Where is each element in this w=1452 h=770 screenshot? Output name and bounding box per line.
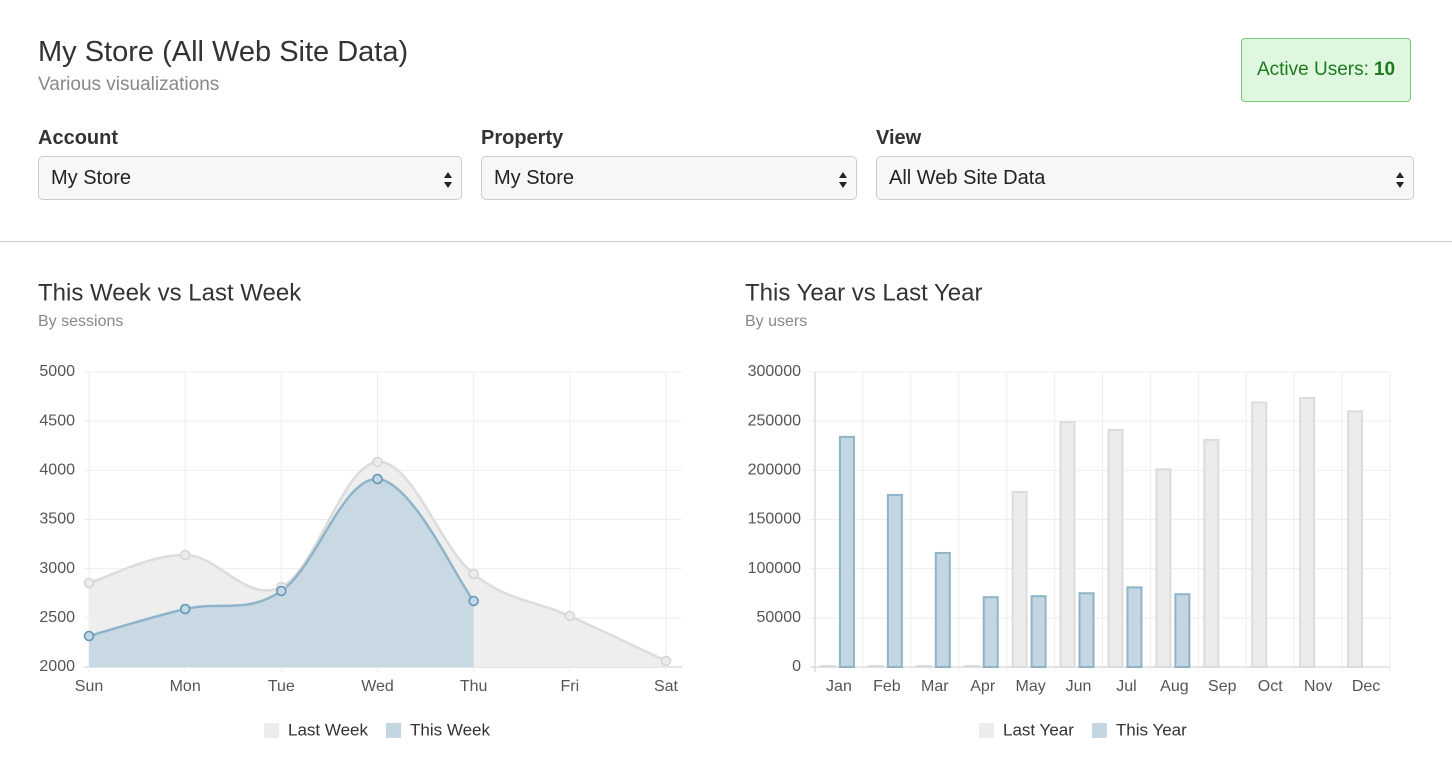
y-tick-label: 50000 — [757, 609, 802, 626]
point — [468, 595, 479, 607]
bar — [1299, 396, 1316, 669]
bar — [867, 665, 884, 668]
y-tick-label: 5000 — [39, 363, 75, 380]
y-tick-label: 2000 — [39, 658, 75, 675]
select-arrow — [1396, 172, 1404, 188]
area — [89, 478, 474, 667]
legend-label: Last Week — [288, 720, 369, 739]
charts: This Week vs Last Week By sessions 2000 250… — [38, 279, 1391, 739]
point — [564, 610, 576, 622]
x-tick-label: Thu — [460, 678, 488, 695]
point — [276, 585, 287, 597]
bar — [1155, 468, 1172, 668]
bar — [1251, 401, 1268, 668]
x-tick-label: May — [1016, 678, 1046, 695]
x-tick-label: Wed — [361, 678, 394, 695]
bar — [1059, 421, 1076, 668]
x-tick-label: Jul — [1116, 678, 1136, 695]
point — [660, 655, 672, 667]
x-tick-label: Mar — [921, 678, 949, 695]
y-tick-label: 4500 — [39, 412, 75, 429]
x-tick-label: Fri — [561, 678, 580, 695]
select-arrow — [444, 172, 452, 188]
account-select[interactable]: My Store — [38, 156, 462, 200]
y-tick-label: 2500 — [39, 609, 75, 626]
bar — [1078, 592, 1095, 668]
select-value: All Web Site Data — [889, 167, 1046, 189]
x-tick-label: Nov — [1304, 678, 1332, 695]
x-tick-label: Sat — [654, 678, 679, 695]
bar — [934, 551, 951, 668]
point — [83, 577, 95, 589]
y-tick-label: 100000 — [748, 560, 801, 577]
x-tick-label: Mon — [170, 678, 201, 695]
x-tick-label: Jun — [1066, 678, 1092, 695]
legend-label: This Year — [1116, 720, 1187, 739]
legend-swatch — [1091, 723, 1107, 738]
bar — [838, 435, 855, 668]
legend-label: Last Year — [1003, 720, 1074, 739]
x-tick-label: Aug — [1160, 678, 1188, 695]
line — [88, 477, 475, 638]
point — [179, 603, 191, 615]
active-users-value: 10 — [1373, 59, 1396, 80]
active-users-label: Active Users: — [1256, 59, 1369, 80]
y-tick-label: 150000 — [748, 511, 801, 528]
chart-title: This Week vs Last Week — [38, 279, 302, 306]
point — [468, 568, 479, 580]
x-tick-label: Sep — [1208, 678, 1237, 695]
legend-swatch — [264, 723, 279, 738]
active-users: Active Users: 10 — [1241, 38, 1411, 102]
separator — [0, 241, 1452, 242]
bar — [819, 665, 836, 668]
y-tick-label: 4000 — [39, 462, 75, 479]
select-arrow — [839, 172, 847, 188]
bar — [1011, 490, 1028, 668]
bar — [982, 596, 999, 668]
point — [179, 549, 191, 561]
select-value: My Store — [51, 167, 132, 189]
legend-label: This Week — [410, 720, 490, 739]
legend-swatch — [979, 723, 994, 738]
select-label: Property — [481, 127, 564, 149]
select-label: View — [876, 127, 922, 149]
page-title: My Store (All Web Site Data) — [38, 36, 409, 68]
x-tick-label: Dec — [1352, 678, 1380, 695]
page-subtitle: Various visualizations — [38, 74, 220, 95]
x-tick-label: Sun — [75, 678, 103, 695]
x-tick-label: Apr — [970, 678, 996, 695]
bar — [1174, 593, 1191, 669]
property-select[interactable]: My Store — [481, 156, 857, 200]
bar — [1126, 586, 1143, 669]
bar — [886, 493, 903, 668]
x-tick-label: Jan — [826, 678, 852, 695]
x-tick-label: Tue — [268, 678, 295, 695]
point — [372, 473, 383, 485]
point — [372, 456, 383, 468]
bar — [963, 665, 980, 668]
chart-title: This Year vs Last Year — [745, 279, 983, 306]
point — [83, 630, 95, 642]
x-tick-label: Oct — [1258, 678, 1283, 695]
x-tick-label: Feb — [873, 678, 901, 695]
bar — [915, 665, 932, 668]
bar — [1107, 429, 1124, 668]
select-label: Account — [38, 127, 118, 149]
y-tick-label: 3500 — [39, 511, 75, 528]
legend-swatch — [386, 723, 402, 738]
chart-subtitle: By users — [745, 313, 807, 330]
bar — [1347, 410, 1364, 668]
y-tick-label: 0 — [792, 658, 801, 675]
y-tick-label: 200000 — [748, 462, 801, 479]
y-tick-label: 250000 — [748, 412, 801, 429]
view-select[interactable]: All Web Site Data — [876, 156, 1414, 200]
select-value: My Store — [494, 167, 575, 189]
y-tick-label: 300000 — [748, 363, 801, 380]
chart-subtitle: By sessions — [38, 313, 123, 330]
bar — [1203, 438, 1220, 668]
bar — [1030, 595, 1047, 669]
y-tick-label: 3000 — [39, 560, 75, 577]
